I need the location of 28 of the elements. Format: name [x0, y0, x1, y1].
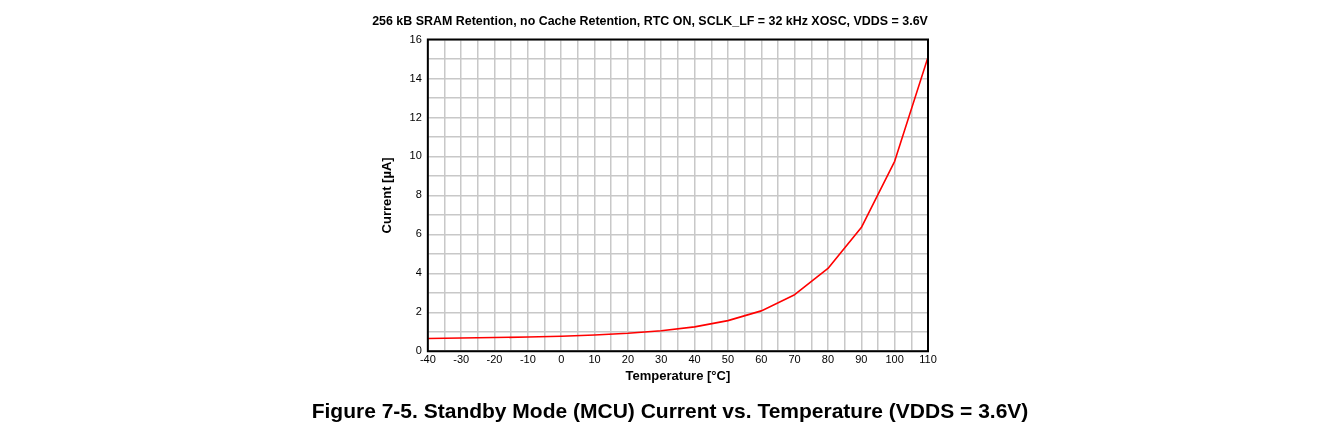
y-tick-label: 10	[409, 149, 422, 162]
x-tick-label: 110	[919, 352, 937, 365]
x-tick-label: 0	[558, 352, 565, 365]
x-tick-label: 60	[755, 352, 768, 365]
x-tick-label: 100	[885, 352, 904, 365]
y-tick-label: 4	[415, 266, 422, 279]
y-tick-label: 2	[415, 305, 422, 318]
x-tick-label: -20	[486, 352, 503, 365]
y-tick-label: 6	[415, 227, 422, 240]
x-tick-label: 50	[721, 352, 735, 365]
y-tick-label: 16	[409, 32, 422, 45]
x-tick-label: 90	[855, 352, 868, 365]
caption: Figure 7-5. Standby Mode (MCU) Current vs. Temperature (VDDS = 3.6V)	[311, 399, 1029, 422]
x-tick-label: -30	[453, 352, 470, 365]
x-tick-label: 10	[588, 352, 601, 365]
y-tick-label: 14	[409, 71, 422, 84]
chart-title: 256 kB SRAM Retention, no Cache Retention, RTC ON, SCLK_LF = 32 kHz XOSC, VDDS = 3.6V	[372, 13, 929, 29]
x-tick-label: -10	[519, 352, 536, 365]
x-tick-label: 40	[688, 352, 701, 365]
y-tick-label: 12	[409, 110, 422, 123]
x-tick-label: 70	[788, 352, 801, 365]
x-axis-title: Temperature [°C]	[625, 367, 731, 383]
x-tick-label: 30	[655, 352, 668, 365]
x-tick-label: 20	[621, 352, 635, 365]
y-tick-label: 8	[415, 188, 422, 201]
y-axis-title: Current [µA]	[379, 157, 395, 234]
y-tick-label: 0	[415, 344, 422, 357]
x-tick-label: 80	[821, 352, 835, 365]
